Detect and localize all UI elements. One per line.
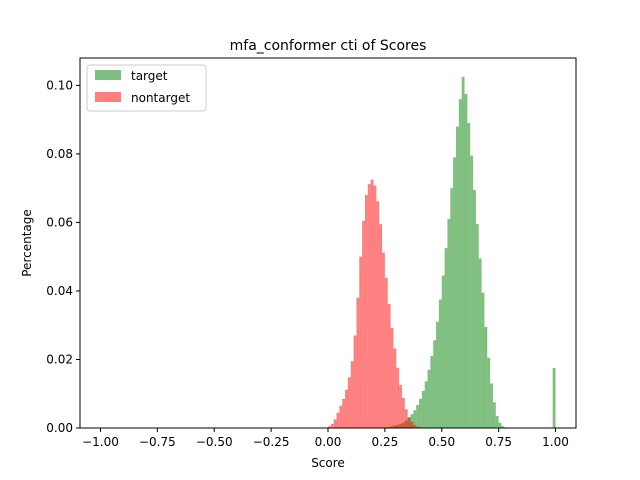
bar-target-9 <box>410 414 414 428</box>
bar-nontarget-26 <box>401 397 405 428</box>
x-tick-label: −0.75 <box>139 435 176 449</box>
bar-target-14 <box>424 381 428 428</box>
bar-target-23 <box>450 188 454 428</box>
bar-target-10 <box>413 410 417 428</box>
bar-target-25 <box>455 126 459 429</box>
bar-nontarget-15 <box>370 179 374 428</box>
bar-nontarget-8 <box>350 361 354 428</box>
x-tick-label: 1.00 <box>542 435 569 449</box>
bar-nontarget-16 <box>373 185 377 428</box>
legend-label-nontarget: nontarget <box>131 91 190 105</box>
bar-target-36 <box>487 357 491 428</box>
bar-nontarget-25 <box>399 384 402 428</box>
bar-target-15 <box>427 369 431 428</box>
bar-nontarget-17 <box>376 201 380 428</box>
bar-target-38 <box>492 402 496 428</box>
bar-nontarget-18 <box>379 224 383 428</box>
y-tick-label: 0.10 <box>46 78 73 92</box>
bar-nontarget-12 <box>362 220 365 428</box>
bar-target-35 <box>484 326 488 428</box>
bar-nontarget-9 <box>353 335 357 428</box>
y-tick-label: 0.06 <box>46 215 73 229</box>
bar-target-39 <box>495 416 499 428</box>
bar-target-33 <box>478 258 482 428</box>
bar-nontarget-11 <box>359 256 363 428</box>
bar-nontarget-29 <box>410 421 414 428</box>
y-tick-label: 0.00 <box>46 421 73 435</box>
x-tick-label: −0.50 <box>196 435 233 449</box>
bar-target-19 <box>438 299 442 428</box>
series-target <box>384 76 556 429</box>
bar-target-32 <box>475 224 479 428</box>
x-tick-label: 0.25 <box>372 435 399 449</box>
bar-nontarget-1 <box>330 423 334 428</box>
bar-nontarget-19 <box>382 252 385 428</box>
bar-nontarget-4 <box>339 405 343 428</box>
bar-nontarget-30 <box>413 424 417 428</box>
bar-target-12 <box>419 398 422 428</box>
y-tick-label: 0.04 <box>46 284 73 298</box>
legend: target nontarget <box>86 64 207 112</box>
bar-nontarget-20 <box>384 277 388 428</box>
y-tick-label: 0.02 <box>46 352 73 366</box>
bar-nontarget-14 <box>367 184 371 428</box>
x-tick-label: −0.25 <box>253 435 290 449</box>
plot-area-background <box>80 58 576 428</box>
bar-nontarget-5 <box>342 398 346 428</box>
bar-nontarget-24 <box>396 367 400 428</box>
bar-target-extra-0 <box>552 368 556 428</box>
x-tick-label: 0.75 <box>485 435 512 449</box>
bar-nontarget-23 <box>393 348 397 428</box>
bar-nontarget-10 <box>356 297 360 428</box>
x-tick-label: 0.50 <box>428 435 455 449</box>
bar-nontarget-31 <box>416 426 420 428</box>
bar-target-29 <box>467 123 471 428</box>
legend-label-target: target <box>131 69 168 83</box>
bar-target-11 <box>416 405 420 428</box>
bar-target-31 <box>473 189 476 428</box>
bar-target-26 <box>458 99 462 429</box>
y-axis-label: Percentage <box>20 209 34 277</box>
bars-layer <box>328 76 556 429</box>
bar-target-27 <box>461 76 465 428</box>
x-tick-label: 0.00 <box>315 435 342 449</box>
bar-target-21 <box>444 248 448 428</box>
legend-swatch-target <box>95 70 121 80</box>
bar-nontarget-28 <box>407 417 411 428</box>
bar-target-18 <box>436 321 439 428</box>
x-axis: −1.00 −0.75 −0.50 −0.25 0.00 0.25 0.50 0.75 1.00 <box>82 428 569 449</box>
x-axis-label: Score <box>311 456 345 470</box>
bar-target-13 <box>421 391 425 428</box>
bar-target-37 <box>490 383 493 428</box>
bar-target-16 <box>430 356 434 428</box>
y-axis: 0.00 0.02 0.04 0.06 0.08 0.10 <box>46 78 80 435</box>
bar-nontarget-0 <box>328 426 331 428</box>
y-tick-label: 0.08 <box>46 147 73 161</box>
legend-swatch-nontarget <box>95 92 121 102</box>
bar-nontarget-13 <box>364 195 368 428</box>
bar-target-17 <box>433 340 437 428</box>
bar-target-41 <box>501 426 505 428</box>
bar-nontarget-27 <box>404 409 408 428</box>
bar-target-20 <box>441 275 445 428</box>
bar-nontarget-2 <box>333 419 337 428</box>
bar-nontarget-22 <box>390 327 394 428</box>
bar-nontarget-3 <box>336 412 340 428</box>
bar-target-40 <box>498 422 502 428</box>
bar-nontarget-6 <box>345 389 348 428</box>
bar-nontarget-21 <box>387 303 391 428</box>
series-nontarget <box>328 179 428 428</box>
chart-title: mfa_conformer cti of Scores <box>230 38 427 54</box>
bar-nontarget-7 <box>347 377 351 428</box>
bar-target-24 <box>453 157 456 428</box>
x-tick-label: −1.00 <box>82 435 119 449</box>
bar-target-22 <box>447 219 451 428</box>
bar-target-34 <box>481 292 485 428</box>
bar-target-30 <box>470 155 474 428</box>
bar-target-28 <box>464 93 468 428</box>
